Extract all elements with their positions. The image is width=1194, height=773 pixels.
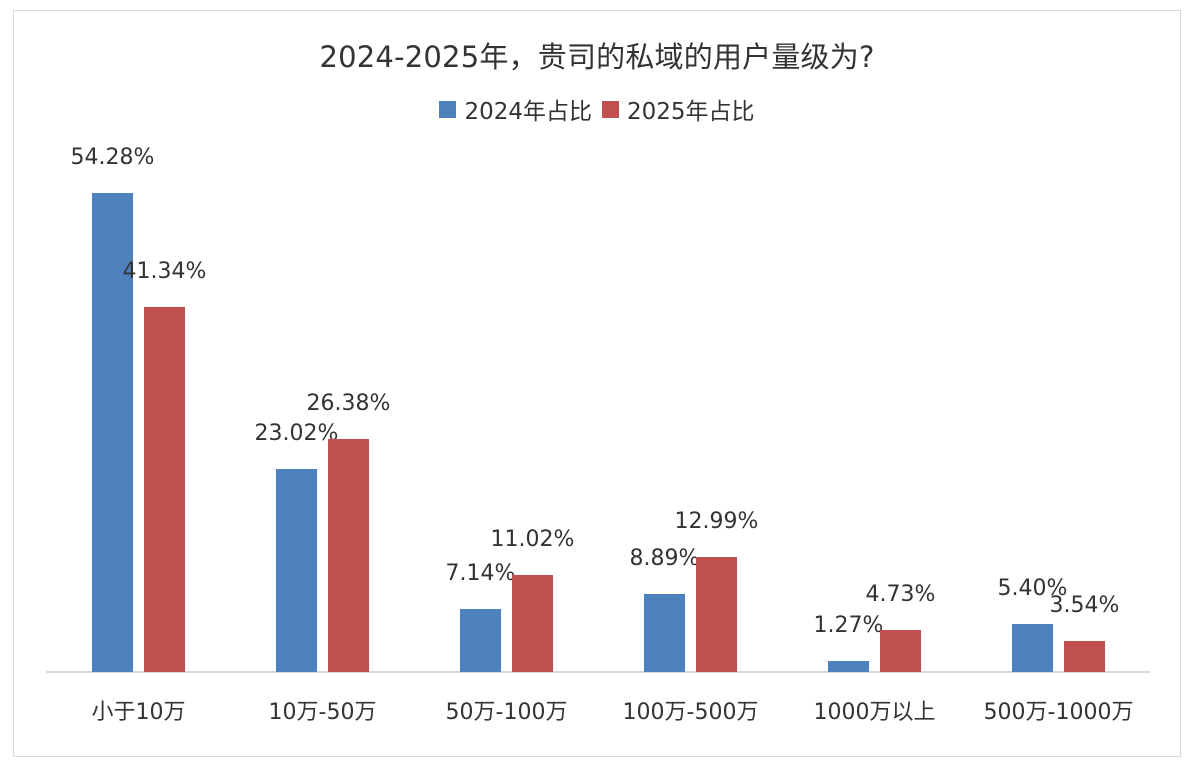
bar-2024-0[interactable] <box>92 193 133 672</box>
data-label-2024-2: 7.14% <box>445 561 516 586</box>
data-label-2025-1: 26.38% <box>306 391 391 416</box>
bar-2024-3[interactable] <box>644 594 685 672</box>
bar-2025-2[interactable] <box>512 575 553 672</box>
bar-2025-4[interactable] <box>880 630 921 672</box>
legend-swatch-2024 <box>439 100 457 118</box>
bar-2025-0[interactable] <box>144 307 185 672</box>
category-label-0: 小于10万 <box>91 700 186 725</box>
data-label-2025-0: 41.34% <box>122 259 207 284</box>
data-label-2024-1: 23.02% <box>254 421 339 446</box>
chart-legend: 2024年占比 2025年占比 <box>0 92 1194 126</box>
data-label-2025-2: 11.02% <box>490 527 575 552</box>
legend-item-2024[interactable]: 2024年占比 <box>439 92 592 126</box>
legend-label-2025: 2025年占比 <box>627 99 755 125</box>
chart-title: 2024-2025年，贵司的私域的用户量级为? <box>319 40 875 74</box>
bar-2025-3[interactable] <box>696 557 737 672</box>
category-label-2: 50万-100万 <box>445 700 568 725</box>
data-label-2024-4: 1.27% <box>813 613 884 638</box>
bar-2024-5[interactable] <box>1012 624 1053 672</box>
category-label-3: 100万-500万 <box>622 700 759 725</box>
bar-2025-1[interactable] <box>328 439 369 672</box>
data-label-2024-0: 54.28% <box>70 145 155 170</box>
data-label-2025-3: 12.99% <box>674 509 759 534</box>
bar-2025-5[interactable] <box>1064 641 1105 672</box>
x-axis-line <box>46 671 1150 673</box>
category-label-5: 500万-1000万 <box>983 700 1134 725</box>
legend-swatch-2025 <box>602 100 619 118</box>
bar-2024-1[interactable] <box>276 469 317 672</box>
legend-label-2024: 2024年占比 <box>464 99 592 125</box>
chart-frame <box>13 10 1181 757</box>
bar-2024-4[interactable] <box>828 661 869 672</box>
data-label-2025-5: 3.54% <box>1049 593 1120 618</box>
data-label-2025-4: 4.73% <box>865 582 936 607</box>
data-label-2024-5: 5.40% <box>997 576 1068 601</box>
category-label-1: 10万-50万 <box>268 700 377 725</box>
legend-item-2025[interactable]: 2025年占比 <box>602 92 755 126</box>
data-label-2024-3: 8.89% <box>629 546 700 571</box>
category-label-4: 1000万以上 <box>813 700 936 725</box>
bar-2024-2[interactable] <box>460 609 501 672</box>
